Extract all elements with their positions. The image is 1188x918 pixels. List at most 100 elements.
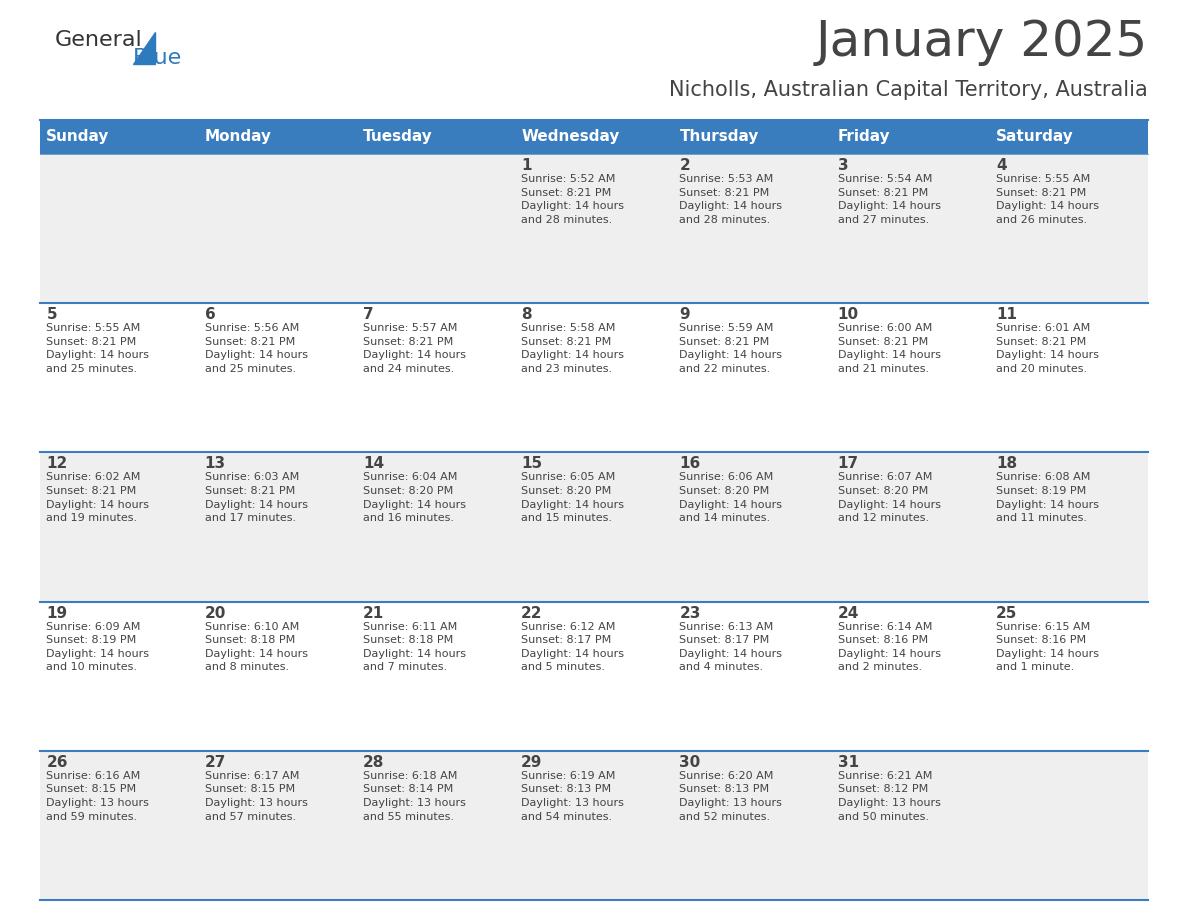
Text: Sunrise: 5:59 AM
Sunset: 8:21 PM
Daylight: 14 hours
and 22 minutes.: Sunrise: 5:59 AM Sunset: 8:21 PM Dayligh… (680, 323, 783, 374)
Text: Sunrise: 6:02 AM
Sunset: 8:21 PM
Daylight: 14 hours
and 19 minutes.: Sunrise: 6:02 AM Sunset: 8:21 PM Dayligh… (46, 473, 150, 523)
Text: Sunrise: 6:03 AM
Sunset: 8:21 PM
Daylight: 14 hours
and 17 minutes.: Sunrise: 6:03 AM Sunset: 8:21 PM Dayligh… (204, 473, 308, 523)
Text: 31: 31 (838, 755, 859, 770)
Text: Sunrise: 6:10 AM
Sunset: 8:18 PM
Daylight: 14 hours
and 8 minutes.: Sunrise: 6:10 AM Sunset: 8:18 PM Dayligh… (204, 621, 308, 672)
Bar (40, 303, 198, 453)
Bar (356, 601, 514, 751)
Bar (990, 154, 1148, 303)
Text: Sunrise: 6:12 AM
Sunset: 8:17 PM
Daylight: 14 hours
and 5 minutes.: Sunrise: 6:12 AM Sunset: 8:17 PM Dayligh… (522, 621, 624, 672)
Polygon shape (133, 32, 154, 64)
Bar (832, 601, 990, 751)
Text: 30: 30 (680, 755, 701, 770)
Text: Sunrise: 5:55 AM
Sunset: 8:21 PM
Daylight: 14 hours
and 25 minutes.: Sunrise: 5:55 AM Sunset: 8:21 PM Dayligh… (46, 323, 150, 374)
Bar (198, 601, 356, 751)
Bar (990, 120, 1148, 154)
Bar (674, 751, 832, 900)
Text: Thursday: Thursday (680, 129, 759, 144)
Text: 27: 27 (204, 755, 226, 770)
Text: 6: 6 (204, 308, 215, 322)
Bar (674, 120, 832, 154)
Bar (674, 453, 832, 601)
Text: Sunrise: 5:53 AM
Sunset: 8:21 PM
Daylight: 14 hours
and 28 minutes.: Sunrise: 5:53 AM Sunset: 8:21 PM Dayligh… (680, 174, 783, 225)
Bar (40, 120, 198, 154)
Text: Sunrise: 5:52 AM
Sunset: 8:21 PM
Daylight: 14 hours
and 28 minutes.: Sunrise: 5:52 AM Sunset: 8:21 PM Dayligh… (522, 174, 624, 225)
Text: 23: 23 (680, 606, 701, 621)
Text: 28: 28 (362, 755, 384, 770)
Text: 4: 4 (996, 158, 1006, 173)
Bar (514, 751, 674, 900)
Text: Sunrise: 6:11 AM
Sunset: 8:18 PM
Daylight: 14 hours
and 7 minutes.: Sunrise: 6:11 AM Sunset: 8:18 PM Dayligh… (362, 621, 466, 672)
Text: 26: 26 (46, 755, 68, 770)
Text: 1: 1 (522, 158, 532, 173)
Text: 15: 15 (522, 456, 542, 472)
Bar (198, 154, 356, 303)
Text: Sunrise: 5:54 AM
Sunset: 8:21 PM
Daylight: 14 hours
and 27 minutes.: Sunrise: 5:54 AM Sunset: 8:21 PM Dayligh… (838, 174, 941, 225)
Text: General: General (55, 30, 143, 50)
Bar (40, 453, 198, 601)
Bar (40, 601, 198, 751)
Text: 24: 24 (838, 606, 859, 621)
Bar (674, 154, 832, 303)
Text: 14: 14 (362, 456, 384, 472)
Bar (832, 154, 990, 303)
Text: Blue: Blue (133, 48, 182, 68)
Text: 9: 9 (680, 308, 690, 322)
Text: Sunrise: 6:17 AM
Sunset: 8:15 PM
Daylight: 13 hours
and 57 minutes.: Sunrise: 6:17 AM Sunset: 8:15 PM Dayligh… (204, 771, 308, 822)
Text: Saturday: Saturday (996, 129, 1074, 144)
Bar (990, 751, 1148, 900)
Text: 2: 2 (680, 158, 690, 173)
Text: Sunrise: 6:20 AM
Sunset: 8:13 PM
Daylight: 13 hours
and 52 minutes.: Sunrise: 6:20 AM Sunset: 8:13 PM Dayligh… (680, 771, 783, 822)
Bar (990, 303, 1148, 453)
Text: Sunrise: 6:07 AM
Sunset: 8:20 PM
Daylight: 14 hours
and 12 minutes.: Sunrise: 6:07 AM Sunset: 8:20 PM Dayligh… (838, 473, 941, 523)
Text: 22: 22 (522, 606, 543, 621)
Text: Sunrise: 6:18 AM
Sunset: 8:14 PM
Daylight: 13 hours
and 55 minutes.: Sunrise: 6:18 AM Sunset: 8:14 PM Dayligh… (362, 771, 466, 822)
Text: Sunrise: 6:08 AM
Sunset: 8:19 PM
Daylight: 14 hours
and 11 minutes.: Sunrise: 6:08 AM Sunset: 8:19 PM Dayligh… (996, 473, 1099, 523)
Text: Sunrise: 6:21 AM
Sunset: 8:12 PM
Daylight: 13 hours
and 50 minutes.: Sunrise: 6:21 AM Sunset: 8:12 PM Dayligh… (838, 771, 941, 822)
Text: Tuesday: Tuesday (362, 129, 432, 144)
Bar (514, 601, 674, 751)
Bar (514, 120, 674, 154)
Text: Sunrise: 6:04 AM
Sunset: 8:20 PM
Daylight: 14 hours
and 16 minutes.: Sunrise: 6:04 AM Sunset: 8:20 PM Dayligh… (362, 473, 466, 523)
Text: Sunrise: 6:13 AM
Sunset: 8:17 PM
Daylight: 14 hours
and 4 minutes.: Sunrise: 6:13 AM Sunset: 8:17 PM Dayligh… (680, 621, 783, 672)
Text: 10: 10 (838, 308, 859, 322)
Text: 3: 3 (838, 158, 848, 173)
Bar (198, 120, 356, 154)
Bar (674, 601, 832, 751)
Bar (356, 120, 514, 154)
Bar (514, 154, 674, 303)
Text: Sunrise: 6:16 AM
Sunset: 8:15 PM
Daylight: 13 hours
and 59 minutes.: Sunrise: 6:16 AM Sunset: 8:15 PM Dayligh… (46, 771, 150, 822)
Text: 17: 17 (838, 456, 859, 472)
Text: Monday: Monday (204, 129, 272, 144)
Text: Sunrise: 5:57 AM
Sunset: 8:21 PM
Daylight: 14 hours
and 24 minutes.: Sunrise: 5:57 AM Sunset: 8:21 PM Dayligh… (362, 323, 466, 374)
Text: Nicholls, Australian Capital Territory, Australia: Nicholls, Australian Capital Territory, … (669, 80, 1148, 100)
Text: Sunrise: 6:01 AM
Sunset: 8:21 PM
Daylight: 14 hours
and 20 minutes.: Sunrise: 6:01 AM Sunset: 8:21 PM Dayligh… (996, 323, 1099, 374)
Bar (514, 453, 674, 601)
Bar (832, 751, 990, 900)
Text: Sunrise: 6:05 AM
Sunset: 8:20 PM
Daylight: 14 hours
and 15 minutes.: Sunrise: 6:05 AM Sunset: 8:20 PM Dayligh… (522, 473, 624, 523)
Text: Wednesday: Wednesday (522, 129, 620, 144)
Text: 8: 8 (522, 308, 532, 322)
Text: Sunrise: 5:58 AM
Sunset: 8:21 PM
Daylight: 14 hours
and 23 minutes.: Sunrise: 5:58 AM Sunset: 8:21 PM Dayligh… (522, 323, 624, 374)
Bar (356, 453, 514, 601)
Bar (198, 453, 356, 601)
Text: Sunrise: 6:15 AM
Sunset: 8:16 PM
Daylight: 14 hours
and 1 minute.: Sunrise: 6:15 AM Sunset: 8:16 PM Dayligh… (996, 621, 1099, 672)
Bar (674, 303, 832, 453)
Text: January 2025: January 2025 (816, 18, 1148, 66)
Bar (356, 303, 514, 453)
Bar (832, 303, 990, 453)
Bar (356, 751, 514, 900)
Text: Sunrise: 6:09 AM
Sunset: 8:19 PM
Daylight: 14 hours
and 10 minutes.: Sunrise: 6:09 AM Sunset: 8:19 PM Dayligh… (46, 621, 150, 672)
Text: 16: 16 (680, 456, 701, 472)
Bar (198, 303, 356, 453)
Text: 20: 20 (204, 606, 226, 621)
Bar (990, 453, 1148, 601)
Text: Sunrise: 5:56 AM
Sunset: 8:21 PM
Daylight: 14 hours
and 25 minutes.: Sunrise: 5:56 AM Sunset: 8:21 PM Dayligh… (204, 323, 308, 374)
Bar (40, 154, 198, 303)
Bar (832, 453, 990, 601)
Text: 5: 5 (46, 308, 57, 322)
Bar (514, 303, 674, 453)
Text: 12: 12 (46, 456, 68, 472)
Text: Sunrise: 5:55 AM
Sunset: 8:21 PM
Daylight: 14 hours
and 26 minutes.: Sunrise: 5:55 AM Sunset: 8:21 PM Dayligh… (996, 174, 1099, 225)
Text: 11: 11 (996, 308, 1017, 322)
Text: 29: 29 (522, 755, 543, 770)
Text: 18: 18 (996, 456, 1017, 472)
